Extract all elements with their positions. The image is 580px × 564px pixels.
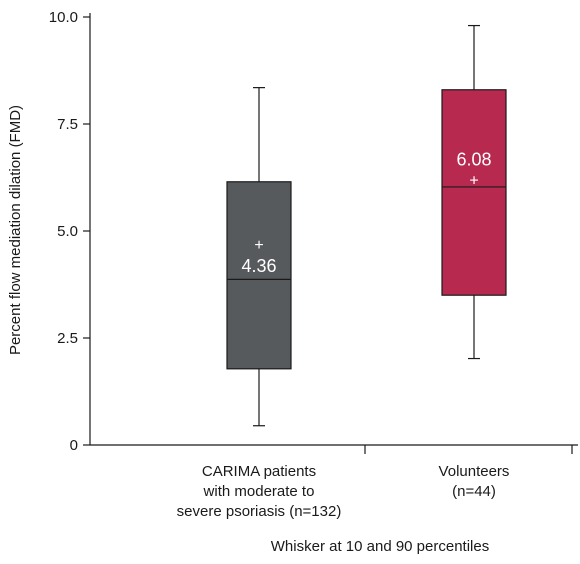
- x-category-label-line: with moderate to: [203, 483, 315, 500]
- x-category-label-line: severe psoriasis (n=132): [177, 503, 342, 520]
- iqr-box: [226, 181, 292, 370]
- x-category-label: Volunteers (n=44): [439, 463, 510, 500]
- whisker-footnote: Whisker at 10 and 90 percentiles: [271, 538, 489, 555]
- x-axis: CARIMA patients with moderate to severe ps…: [90, 444, 578, 520]
- y-tick-label: 5.0: [57, 223, 78, 240]
- y-tick-label: 10.0: [49, 9, 78, 26]
- y-tick-label: 7.5: [57, 116, 78, 133]
- y-axis: 0 2.5 5.0 7.5 10.0: [49, 9, 91, 454]
- box-series: +4.36+6.08: [226, 24, 507, 427]
- mean-value-label: 4.36: [241, 256, 276, 276]
- x-category-label-line: Volunteers: [439, 463, 510, 480]
- box-group: +4.36: [226, 87, 292, 427]
- mean-marker: +: [254, 237, 263, 254]
- y-tick-label: 0: [70, 437, 78, 454]
- x-category-label: CARIMA patients with moderate to severe ps…: [177, 463, 342, 520]
- mean-marker: +: [469, 173, 478, 190]
- y-tick-label: 2.5: [57, 330, 78, 347]
- x-category-label-line: (n=44): [452, 483, 496, 500]
- y-axis-label: Percent flow mediation dilation (FMD): [7, 105, 24, 355]
- box-group: +6.08: [441, 24, 507, 360]
- x-category-label-line: CARIMA patients: [202, 463, 316, 480]
- mean-value-label: 6.08: [456, 150, 491, 170]
- iqr-box: [441, 89, 507, 296]
